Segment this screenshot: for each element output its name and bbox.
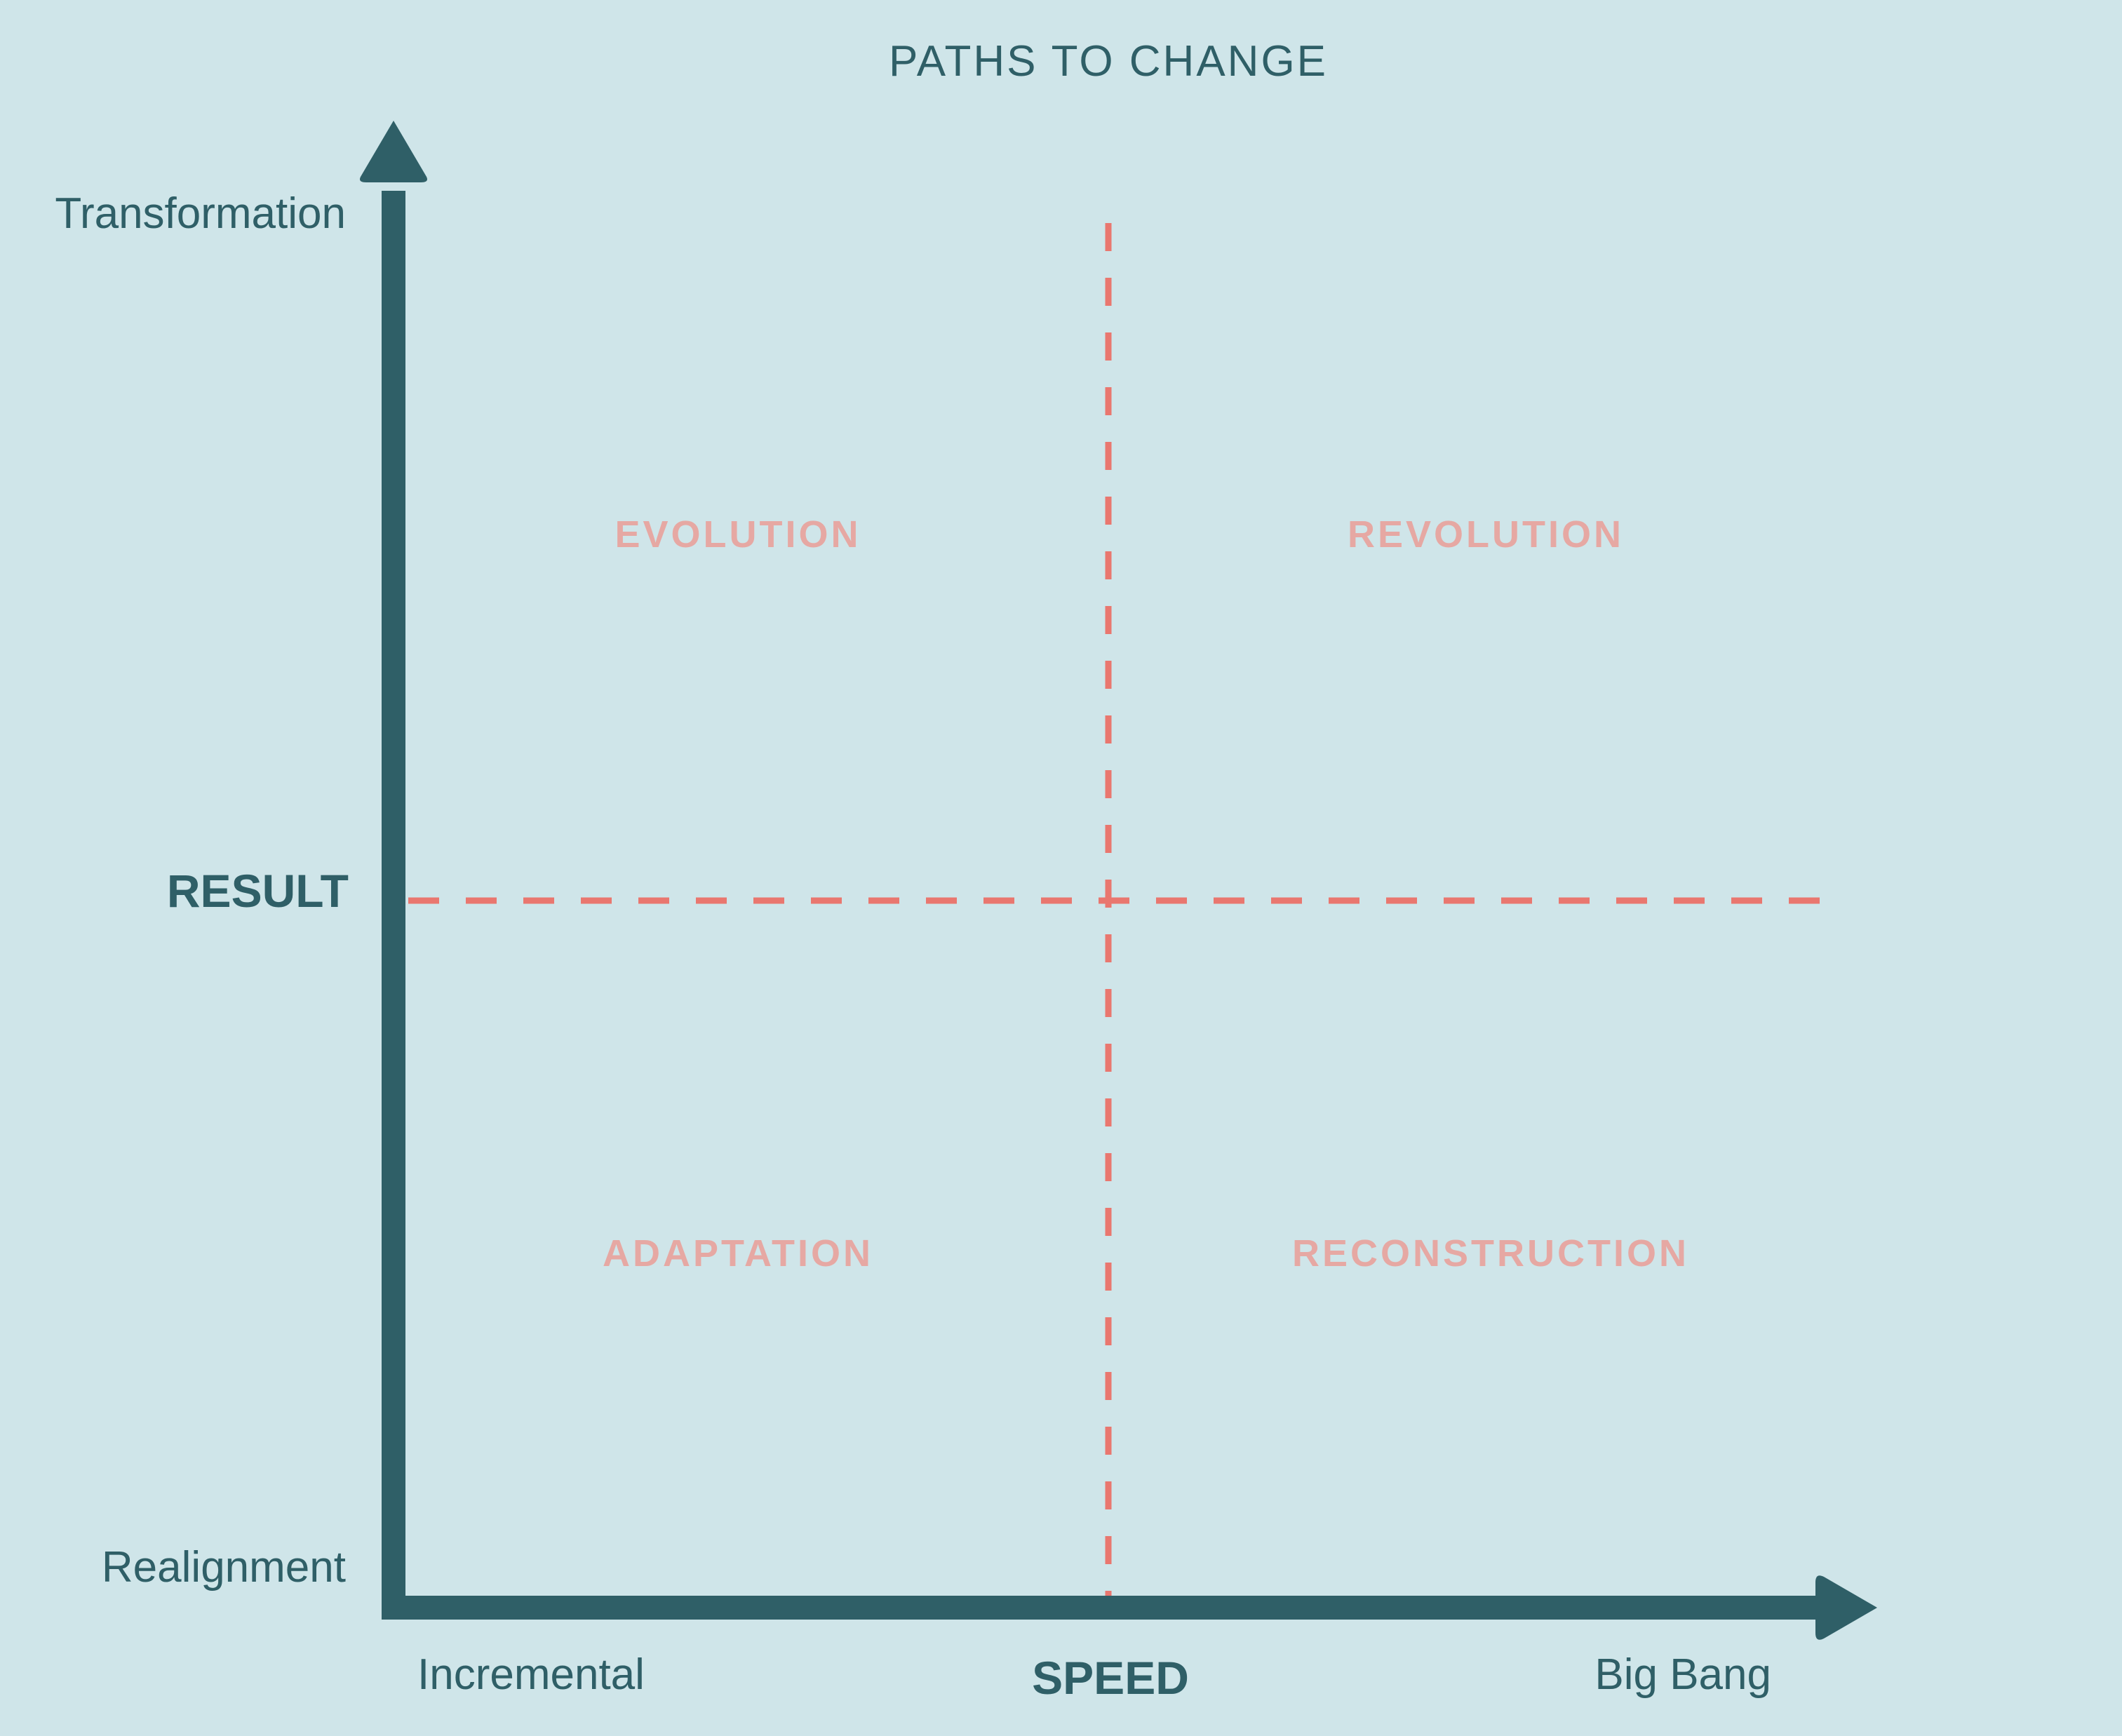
quadrant-label-top-left: EVOLUTION bbox=[615, 513, 861, 556]
quadrant-label-top-right: REVOLUTION bbox=[1348, 513, 1624, 556]
x-axis-right-label: Big Bang bbox=[1594, 1650, 1771, 1699]
x-axis-arrowhead-icon bbox=[1815, 1575, 1877, 1640]
x-axis-title: SPEED bbox=[1032, 1652, 1189, 1704]
diagram-title: PATHS TO CHANGE bbox=[889, 37, 1328, 86]
x-axis-left-label: Incremental bbox=[417, 1650, 645, 1699]
y-axis-arrowhead-icon bbox=[360, 121, 427, 182]
y-axis-title: RESULT bbox=[167, 865, 349, 917]
y-axis-top-label: Transformation bbox=[55, 189, 346, 238]
quadrant-label-bottom-right: RECONSTRUCTION bbox=[1292, 1232, 1689, 1274]
y-axis-bottom-label: Realignment bbox=[102, 1543, 346, 1592]
quadrant-label-bottom-left: ADAPTATION bbox=[603, 1232, 873, 1274]
